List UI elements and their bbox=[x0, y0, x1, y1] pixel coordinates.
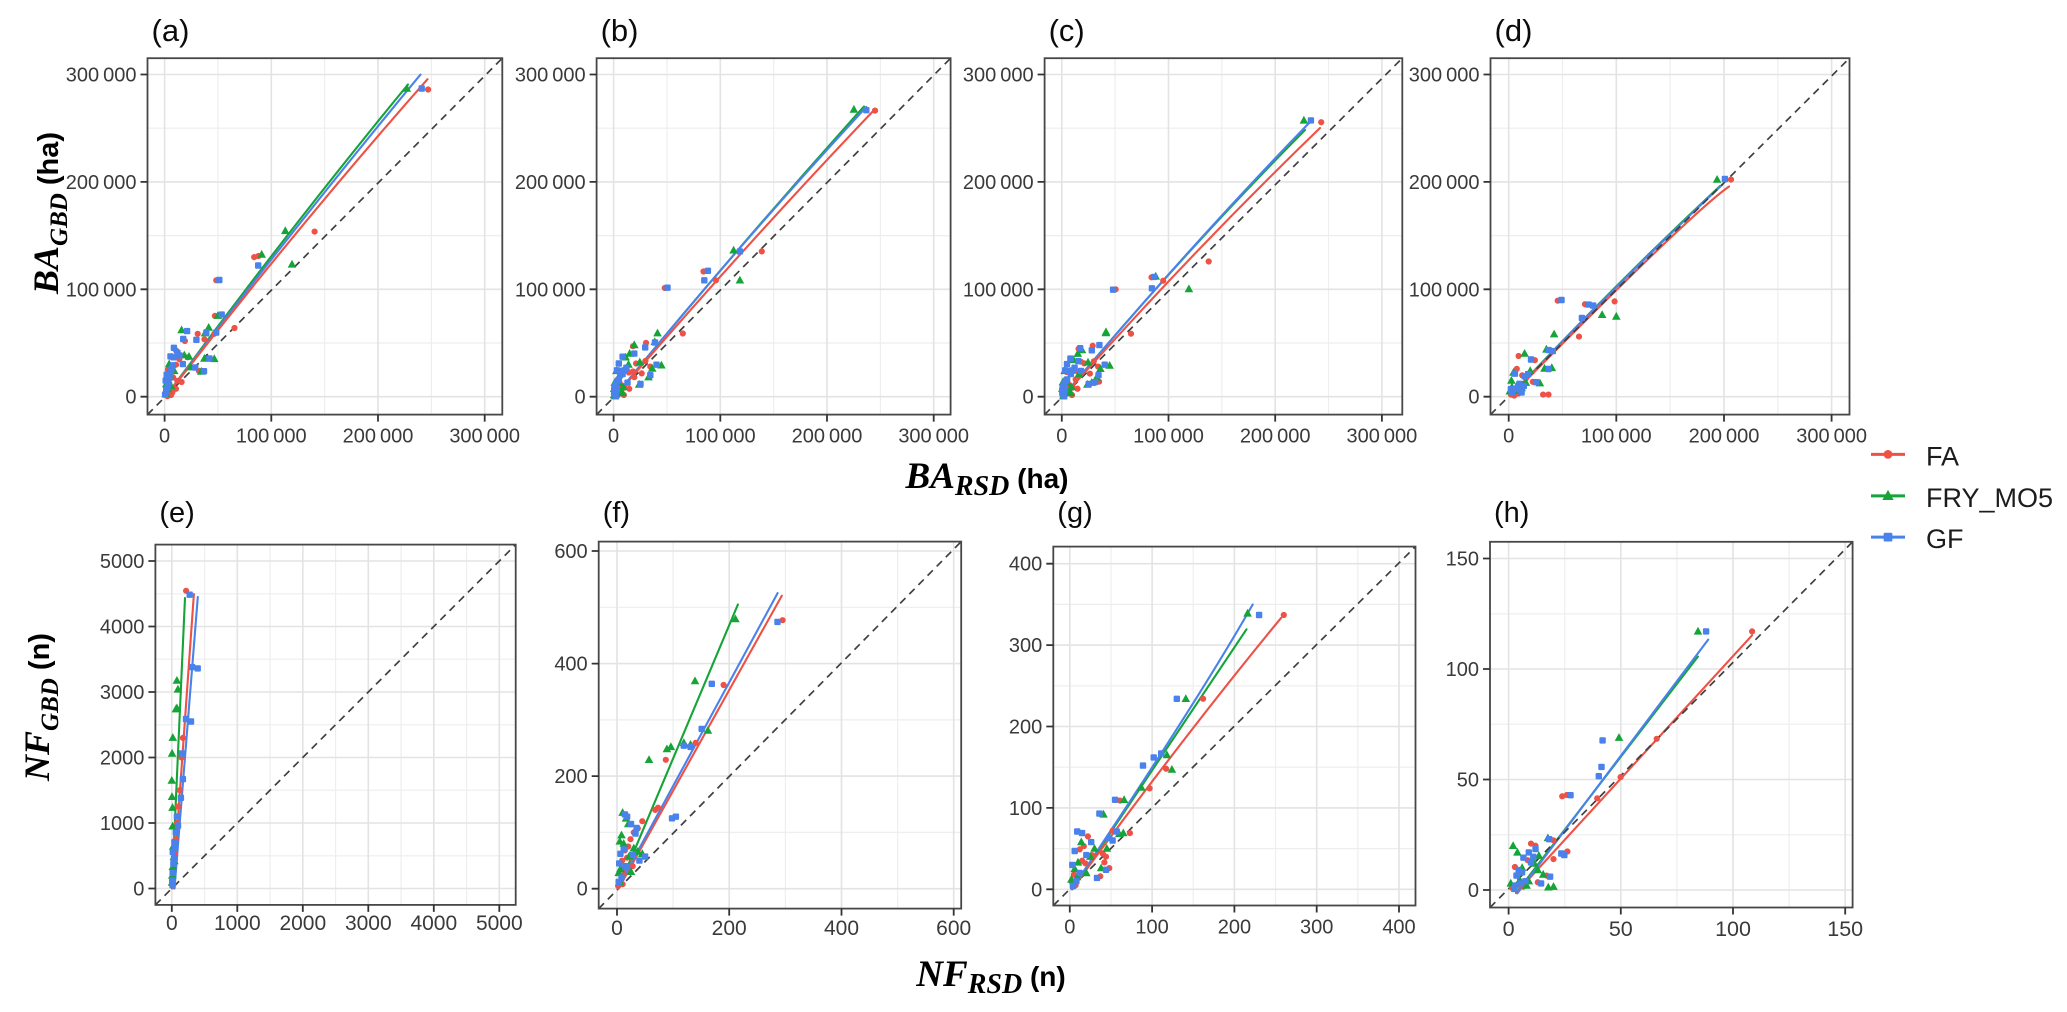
svg-text:3000: 3000 bbox=[100, 682, 145, 704]
svg-text:200 000: 200 000 bbox=[343, 426, 414, 448]
svg-text:3000: 3000 bbox=[345, 912, 392, 935]
svg-text:0: 0 bbox=[1031, 879, 1042, 901]
svg-text:200 000: 200 000 bbox=[963, 172, 1034, 194]
svg-text:(c): (c) bbox=[1049, 13, 1085, 48]
svg-text:200 000: 200 000 bbox=[515, 172, 586, 194]
svg-text:600: 600 bbox=[554, 541, 587, 563]
svg-text:0: 0 bbox=[1503, 917, 1515, 941]
svg-text:2000: 2000 bbox=[100, 748, 145, 770]
svg-text:100 000: 100 000 bbox=[1409, 279, 1480, 301]
svg-text:0: 0 bbox=[1022, 387, 1033, 409]
svg-text:0: 0 bbox=[1468, 387, 1479, 409]
svg-text:0: 0 bbox=[125, 387, 136, 409]
svg-text:5000: 5000 bbox=[100, 551, 145, 573]
svg-text:200 000: 200 000 bbox=[1409, 172, 1480, 194]
svg-text:200 000: 200 000 bbox=[792, 426, 863, 448]
svg-text:400: 400 bbox=[1009, 554, 1042, 576]
svg-text:200: 200 bbox=[1218, 917, 1251, 939]
svg-text:300 000: 300 000 bbox=[1796, 426, 1867, 448]
svg-text:100 000: 100 000 bbox=[1581, 426, 1652, 448]
svg-text:(a): (a) bbox=[152, 13, 190, 48]
svg-text:0: 0 bbox=[611, 917, 623, 940]
svg-text:0: 0 bbox=[574, 387, 585, 409]
svg-text:0: 0 bbox=[608, 426, 619, 448]
svg-text:NFGBD (n): NFGBD (n) bbox=[17, 633, 64, 782]
svg-text:(d): (d) bbox=[1495, 13, 1533, 48]
svg-text:FA: FA bbox=[1926, 441, 1959, 471]
svg-text:4000: 4000 bbox=[100, 617, 145, 639]
svg-text:100: 100 bbox=[1715, 917, 1751, 941]
svg-text:300 000: 300 000 bbox=[898, 426, 969, 448]
svg-text:100 000: 100 000 bbox=[1133, 426, 1204, 448]
svg-text:0: 0 bbox=[1064, 917, 1075, 939]
svg-text:(f): (f) bbox=[603, 497, 630, 529]
svg-text:200 000: 200 000 bbox=[66, 172, 137, 194]
svg-text:1000: 1000 bbox=[100, 813, 145, 835]
svg-text:(b): (b) bbox=[601, 13, 639, 48]
svg-text:150: 150 bbox=[1827, 917, 1863, 941]
svg-text:600: 600 bbox=[936, 917, 971, 940]
svg-text:0: 0 bbox=[1056, 426, 1067, 448]
svg-text:300 000: 300 000 bbox=[963, 65, 1034, 87]
svg-text:400: 400 bbox=[1382, 917, 1415, 939]
svg-text:200 000: 200 000 bbox=[1240, 426, 1311, 448]
svg-text:100 000: 100 000 bbox=[236, 426, 307, 448]
svg-text:300 000: 300 000 bbox=[449, 426, 520, 448]
svg-text:300: 300 bbox=[1300, 917, 1333, 939]
svg-text:100 000: 100 000 bbox=[685, 426, 756, 448]
svg-text:400: 400 bbox=[824, 917, 859, 940]
svg-text:300 000: 300 000 bbox=[515, 65, 586, 87]
svg-text:0: 0 bbox=[133, 879, 144, 901]
svg-text:BARSD (ha): BARSD (ha) bbox=[905, 456, 1069, 502]
svg-text:50: 50 bbox=[1457, 770, 1479, 792]
svg-text:BAGBD (ha): BAGBD (ha) bbox=[26, 132, 73, 295]
svg-text:200: 200 bbox=[554, 766, 587, 788]
svg-text:0: 0 bbox=[1468, 880, 1479, 902]
svg-text:GF: GF bbox=[1926, 524, 1964, 554]
svg-text:0: 0 bbox=[577, 879, 588, 901]
svg-text:5000: 5000 bbox=[476, 912, 523, 935]
svg-text:50: 50 bbox=[1609, 917, 1633, 941]
svg-text:4000: 4000 bbox=[410, 912, 457, 935]
svg-text:300 000: 300 000 bbox=[1409, 65, 1480, 87]
svg-text:NFRSD (n): NFRSD (n) bbox=[915, 954, 1065, 1000]
svg-text:1000: 1000 bbox=[214, 912, 261, 935]
svg-text:100: 100 bbox=[1135, 917, 1168, 939]
svg-text:(e): (e) bbox=[159, 497, 194, 529]
svg-text:(g): (g) bbox=[1057, 497, 1092, 529]
svg-text:100: 100 bbox=[1009, 798, 1042, 820]
svg-text:0: 0 bbox=[1503, 426, 1514, 448]
svg-text:0: 0 bbox=[159, 426, 170, 448]
svg-text:FRY_MO5: FRY_MO5 bbox=[1926, 483, 2053, 513]
svg-text:300: 300 bbox=[1009, 635, 1042, 657]
svg-text:200 000: 200 000 bbox=[1689, 426, 1760, 448]
svg-text:100 000: 100 000 bbox=[66, 279, 137, 301]
svg-text:400: 400 bbox=[554, 654, 587, 676]
svg-text:200: 200 bbox=[712, 917, 747, 940]
svg-text:150: 150 bbox=[1446, 549, 1479, 571]
svg-text:300 000: 300 000 bbox=[1347, 426, 1418, 448]
svg-text:100 000: 100 000 bbox=[515, 279, 586, 301]
svg-text:200: 200 bbox=[1009, 717, 1042, 739]
svg-text:2000: 2000 bbox=[279, 912, 326, 935]
svg-text:0: 0 bbox=[166, 912, 178, 935]
svg-text:300 000: 300 000 bbox=[66, 65, 137, 87]
svg-text:100 000: 100 000 bbox=[963, 279, 1034, 301]
svg-text:(h): (h) bbox=[1494, 497, 1529, 529]
svg-text:100: 100 bbox=[1446, 659, 1479, 681]
